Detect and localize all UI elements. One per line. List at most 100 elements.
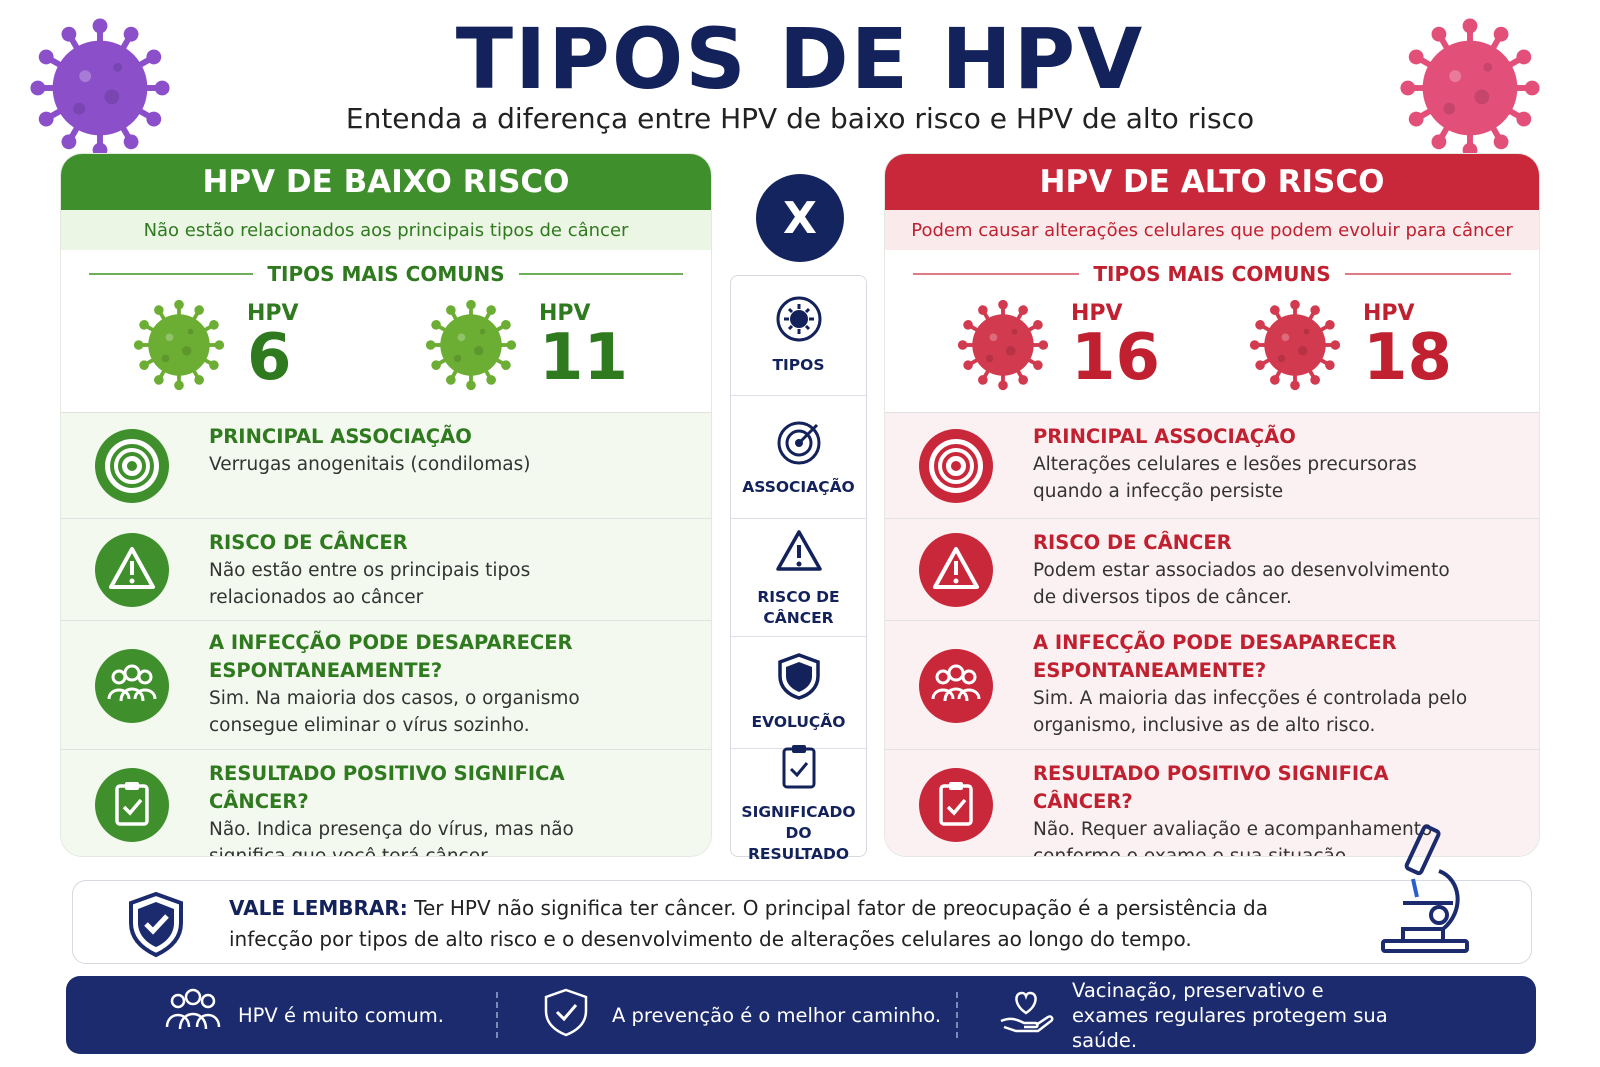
icon xyxy=(919,767,993,842)
virus-icon xyxy=(955,297,1051,393)
row-icon xyxy=(93,531,171,609)
icon xyxy=(919,429,993,503)
hpv-type: HPV 6 xyxy=(131,297,299,393)
type-label: HPV xyxy=(539,300,591,326)
panel-subtitle: Podem causar alterações celulares que po… xyxy=(885,210,1539,250)
panel-title: HPV DE ALTO RISCO xyxy=(885,154,1539,210)
row-icon xyxy=(93,427,171,505)
comparison-icon xyxy=(775,527,823,579)
versus-badge: X xyxy=(756,174,844,262)
info-row: RISCO DE CÂNCER Podem estar associados ao… xyxy=(885,518,1539,620)
hpv-type: HPV 11 xyxy=(423,297,628,393)
comparison-label: RISCO DE CÂNCER xyxy=(757,587,840,627)
info-row: A INFECÇÃO PODE DESAPARECER ESPONTANEAME… xyxy=(885,620,1539,749)
footer-text: A prevenção é o melhor caminho. xyxy=(612,1003,942,1027)
type-label: HPV xyxy=(247,300,299,326)
virus-icon xyxy=(423,297,519,393)
type-text: HPV 11 xyxy=(539,301,628,390)
page-title: TIPOS DE HPV xyxy=(455,10,1145,108)
row-title: PRINCIPAL ASSOCIAÇÃO xyxy=(1033,425,1296,448)
row-title: A INFECÇÃO PODE DESAPARECER ESPONTANEAME… xyxy=(209,631,573,682)
comparison-icon xyxy=(775,652,823,704)
icon xyxy=(544,988,588,1037)
footer-text: HPV é muito comum. xyxy=(238,1003,444,1027)
icon xyxy=(919,533,993,607)
virus xyxy=(955,297,1051,393)
icon xyxy=(776,296,821,342)
row-body: Verrugas anogenitais (condilomas) xyxy=(209,454,531,475)
icon xyxy=(1000,991,1054,1033)
icon xyxy=(777,653,820,700)
hpv-type: HPV 16 xyxy=(955,297,1160,393)
virus-icon xyxy=(1247,297,1343,393)
icon xyxy=(95,533,169,607)
footer-item: Vacinação, preservativo e exames regular… xyxy=(998,976,1402,1054)
row-title: RISCO DE CÂNCER xyxy=(209,531,408,554)
comparison-label: ASSOCIAÇÃO xyxy=(742,477,855,496)
info-row: A INFECÇÃO PODE DESAPARECER ESPONTANEAME… xyxy=(61,620,711,749)
comparison-cell: TIPOS xyxy=(731,276,866,396)
comparison-label: SIGNIFICADO DO RESULTADO xyxy=(741,803,856,863)
virus xyxy=(1247,297,1343,393)
virus xyxy=(423,297,519,393)
footer-text: Vacinação, preservativo e exames regular… xyxy=(1072,978,1388,1052)
icon xyxy=(775,529,822,571)
icon xyxy=(95,767,169,842)
page-subtitle: Entenda a diferença entre HPV de baixo r… xyxy=(345,102,1255,135)
icon xyxy=(95,648,169,723)
type-label: HPV xyxy=(1363,300,1415,326)
divider xyxy=(89,273,254,275)
footer-bar: HPV é muito comum. A prevenção é o melhor… xyxy=(66,976,1536,1054)
row-title: PRINCIPAL ASSOCIAÇÃO xyxy=(209,425,472,448)
comparison-icon xyxy=(775,742,823,794)
footer-item: HPV é muito comum. xyxy=(164,976,444,1054)
note-label: VALE LEMBRAR: xyxy=(229,896,408,920)
row-text: A INFECÇÃO PODE DESAPARECER ESPONTANEAME… xyxy=(1033,629,1519,739)
panel-title: HPV DE BAIXO RISCO xyxy=(61,154,711,210)
info-row: RESULTADO POSITIVO SIGNIFICA CÂNCER? Não.… xyxy=(61,749,711,857)
row-text: RESULTADO POSITIVO SIGNIFICA CÂNCER? Não.… xyxy=(209,760,691,857)
row-title: A INFECÇÃO PODE DESAPARECER ESPONTANEAME… xyxy=(1033,631,1397,682)
row-icon xyxy=(917,647,995,725)
row-icon xyxy=(917,766,995,844)
type-text: HPV 6 xyxy=(247,301,299,390)
row-body: Podem estar associados ao desenvolviment… xyxy=(1033,560,1450,608)
note-body: Ter HPV não significa ter câncer. O prin… xyxy=(229,896,1269,951)
info-row: RESULTADO POSITIVO SIGNIFICA CÂNCER? Não.… xyxy=(885,749,1539,857)
row-text: RESULTADO POSITIVO SIGNIFICA CÂNCER? Não.… xyxy=(1033,760,1519,857)
comparison-cell: EVOLUÇÃO xyxy=(731,637,866,749)
comparison-icon xyxy=(775,417,823,469)
footer-item: A prevenção é o melhor caminho. xyxy=(538,976,941,1054)
common-types-label: TIPOS MAIS COMUNS xyxy=(1093,262,1331,286)
microscope-icon xyxy=(1381,824,1469,953)
icon xyxy=(919,648,993,723)
icon xyxy=(782,745,815,789)
comparison-column: TIPOS ASSOCIAÇÃO RISCO DE CÂNCER EVOLUÇÃO SI… xyxy=(730,275,867,863)
footer-icon xyxy=(538,987,596,1043)
type-text: HPV 16 xyxy=(1071,301,1160,390)
row-body: Não. Indica presença do vírus, mas não s… xyxy=(209,819,574,857)
type-number: 11 xyxy=(539,320,629,395)
row-icon xyxy=(917,427,995,505)
virus-icon xyxy=(131,297,227,393)
footer-divider xyxy=(956,992,958,1038)
type-number: 18 xyxy=(1363,320,1453,395)
icon xyxy=(777,421,820,464)
divider xyxy=(518,273,684,275)
comparison-cell: ASSOCIAÇÃO xyxy=(731,396,866,519)
row-body: Alterações celulares e lesões precursora… xyxy=(1033,454,1417,502)
divider xyxy=(913,273,1080,275)
type-number: 16 xyxy=(1071,320,1161,395)
panel-subtitle: Não estão relacionados aos principais ti… xyxy=(61,210,711,250)
comparison-label: EVOLUÇÃO xyxy=(751,713,846,731)
type-text: HPV 18 xyxy=(1363,301,1452,390)
type-label: HPV xyxy=(1071,300,1123,326)
row-text: PRINCIPAL ASSOCIAÇÃO Alterações celulares… xyxy=(1033,423,1519,505)
common-types-label: TIPOS MAIS COMUNS xyxy=(267,262,505,286)
row-body: Não. Requer avaliação e acompanhamento c… xyxy=(1033,819,1433,857)
comparison-cell: RISCO DE CÂNCER xyxy=(731,519,866,637)
info-row: PRINCIPAL ASSOCIAÇÃO Alterações celulares… xyxy=(885,412,1539,518)
row-icon xyxy=(93,766,171,844)
hpv-type: HPV 18 xyxy=(1247,297,1452,393)
row-title: RESULTADO POSITIVO SIGNIFICA CÂNCER? xyxy=(1033,762,1389,813)
